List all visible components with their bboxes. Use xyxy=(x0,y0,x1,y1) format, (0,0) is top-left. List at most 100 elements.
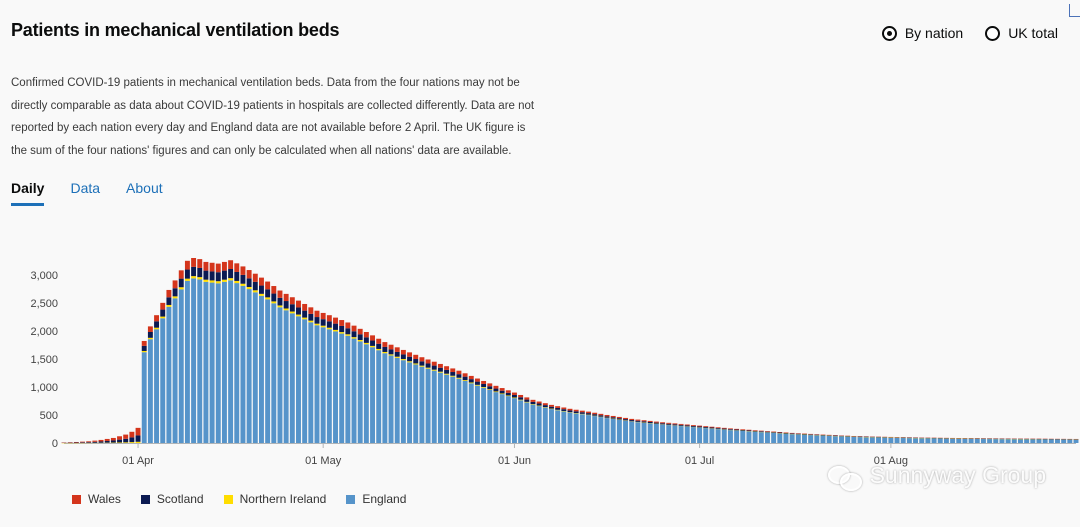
bar-segment-scotland xyxy=(345,328,351,335)
bar-segment-scotland xyxy=(518,397,524,400)
bar-segment-wales xyxy=(283,293,289,302)
bar-segment-scotland xyxy=(104,440,110,443)
bar-segment-scotland xyxy=(598,415,604,417)
bar-segment-england xyxy=(746,431,752,443)
bar-segment-wales xyxy=(616,416,622,419)
bar-segment-wales xyxy=(302,303,308,311)
bar-segment-scotland xyxy=(141,345,147,351)
radio-uk-total[interactable]: UK total xyxy=(985,25,1058,41)
bar-segment-wales xyxy=(419,357,425,362)
bar-segment-wales xyxy=(271,286,277,294)
bar-segment-england xyxy=(505,396,511,443)
bar-segment-scotland xyxy=(419,361,425,366)
expand-icon[interactable] xyxy=(1069,4,1080,17)
bar-segment-northern-ireland xyxy=(184,278,190,281)
bar-segment-wales xyxy=(221,261,227,271)
bar-segment-england xyxy=(672,425,678,443)
bar-segment-wales xyxy=(703,426,709,427)
bar-segment-england xyxy=(308,322,314,443)
bar-segment-scotland xyxy=(382,346,388,352)
bar-segment-scotland xyxy=(228,269,234,279)
bar-segment-england xyxy=(623,420,628,443)
bar-segment-northern-ireland xyxy=(129,442,135,443)
bar-segment-england xyxy=(894,437,900,443)
bar-segment-wales xyxy=(536,401,542,404)
bar-segment-northern-ireland xyxy=(197,277,203,280)
bar-segment-england xyxy=(542,407,548,443)
bar-segment-northern-ireland xyxy=(178,287,184,290)
bar-segment-scotland xyxy=(672,424,678,426)
tab-data[interactable]: Data xyxy=(70,180,101,196)
bar-segment-england xyxy=(456,378,462,443)
bar-segment-wales xyxy=(542,403,548,406)
bar-segment-wales xyxy=(308,307,314,314)
bar-segment-scotland xyxy=(296,307,301,315)
bar-segment-scotland xyxy=(555,407,561,410)
bar-segment-wales xyxy=(629,418,635,421)
tab-daily[interactable]: Daily xyxy=(11,180,45,206)
bar-segment-england xyxy=(863,437,869,443)
radio-by-nation[interactable]: By nation xyxy=(881,25,963,41)
bar-segment-wales xyxy=(487,383,493,387)
bar-segment-england xyxy=(715,429,721,443)
bar-segment-scotland xyxy=(758,431,764,432)
bar-segment-scotland xyxy=(197,267,203,278)
bar-segment-scotland xyxy=(783,432,789,434)
bar-segment-england xyxy=(147,339,153,443)
bar-segment-northern-ireland xyxy=(221,279,227,282)
bar-segment-wales xyxy=(462,373,468,377)
bar-segment-england xyxy=(660,424,666,443)
bar-segment-england xyxy=(1061,439,1067,443)
bar-segment-northern-ireland xyxy=(135,441,141,443)
bar-segment-scotland xyxy=(530,401,536,405)
bar-segment-wales xyxy=(783,432,789,433)
bar-segment-england xyxy=(740,430,746,443)
bar-segment-scotland xyxy=(629,420,635,422)
bar-segment-wales xyxy=(481,380,487,384)
bar-segment-england xyxy=(802,434,807,443)
bar-segment-wales xyxy=(382,342,388,347)
bar-segment-england xyxy=(635,422,641,443)
bar-segment-scotland xyxy=(184,269,190,279)
bar-segment-england xyxy=(888,437,894,443)
bar-segment-northern-ireland xyxy=(400,359,406,361)
bar-segment-england xyxy=(925,438,931,443)
bar-segment-scotland xyxy=(215,272,221,282)
bar-segment-wales xyxy=(277,290,283,298)
bar-segment-northern-ireland xyxy=(117,442,122,443)
bar-segment-northern-ireland xyxy=(382,351,388,354)
bar-segment-wales xyxy=(400,349,406,355)
bar-segment-northern-ireland xyxy=(536,405,542,407)
bar-segment-england xyxy=(413,364,419,443)
bar-segment-wales xyxy=(727,428,733,430)
bar-segment-northern-ireland xyxy=(351,337,357,339)
bar-segment-scotland xyxy=(98,441,104,443)
bar-segment-scotland xyxy=(308,313,314,321)
y-tick-label: 2,000 xyxy=(30,326,58,338)
bar-segment-scotland xyxy=(117,439,122,443)
bar-segment-scotland xyxy=(721,428,727,430)
bar-segment-england xyxy=(814,435,820,443)
bar-segment-wales xyxy=(734,428,740,430)
bar-segment-northern-ireland xyxy=(493,391,499,393)
wechat-icon xyxy=(827,464,862,491)
radio-selected-icon xyxy=(881,25,897,41)
bar-segment-northern-ireland xyxy=(326,327,332,330)
bar-segment-england xyxy=(326,329,332,443)
bar-segment-england xyxy=(592,416,598,443)
bar-segment-wales xyxy=(154,315,160,322)
bar-segment-northern-ireland xyxy=(252,290,258,293)
bar-segment-england xyxy=(820,435,826,443)
tab-about[interactable]: About xyxy=(126,180,163,196)
bar-segment-wales xyxy=(209,262,215,272)
bar-segment-scotland xyxy=(468,379,474,383)
bar-segment-scotland xyxy=(690,425,696,427)
y-tick-label: 2,500 xyxy=(30,298,58,310)
bar-segment-wales xyxy=(166,289,172,298)
bar-segment-scotland xyxy=(487,386,493,390)
bar-segment-wales xyxy=(684,424,690,426)
bar-segment-wales xyxy=(444,366,450,370)
bar-segment-england xyxy=(499,394,505,443)
bar-segment-wales xyxy=(746,429,752,431)
bar-segment-england xyxy=(555,410,561,443)
